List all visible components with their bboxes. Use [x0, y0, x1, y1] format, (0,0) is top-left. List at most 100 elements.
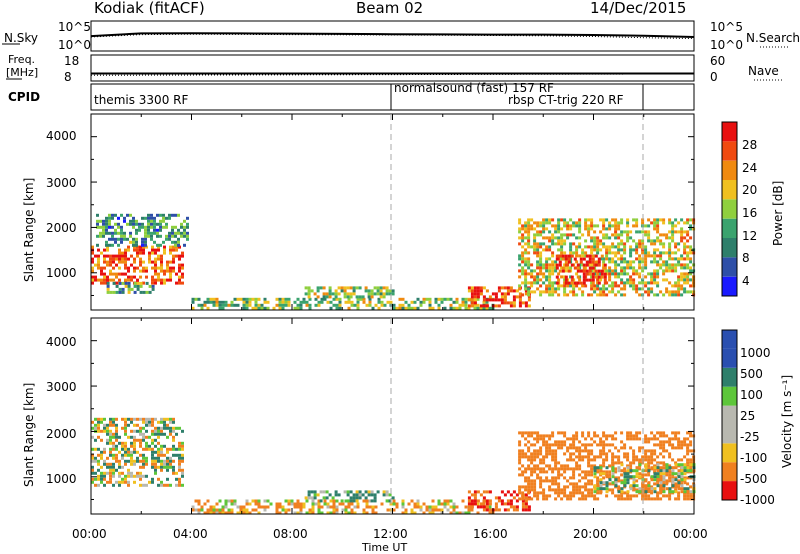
heatmap-cell [542, 236, 546, 240]
heatmap-cell [662, 434, 666, 438]
heatmap-cell [572, 482, 576, 486]
heatmap-cell [527, 497, 531, 501]
heatmap-cell [151, 453, 154, 457]
vel-ytick-2000: 2000 [46, 427, 77, 441]
heatmap-cell [542, 272, 546, 276]
heatmap-cell [455, 511, 459, 515]
heatmap-cell [662, 446, 666, 450]
heatmap-cell [578, 467, 582, 471]
heatmap-cell [554, 266, 558, 270]
heatmap-cell [665, 266, 669, 270]
heatmap-cell [230, 303, 234, 307]
colorbar-swatch [722, 199, 737, 219]
heatmap-cell [147, 228, 150, 232]
heatmap-cell [557, 242, 561, 246]
heatmap-cell [509, 505, 513, 509]
heatmap-cell [275, 505, 279, 509]
heatmap-cell [135, 228, 138, 232]
heatmap-cell [560, 440, 564, 444]
heatmap-cell [590, 221, 594, 225]
heatmap-cell [206, 511, 210, 515]
heatmap-cell [680, 254, 684, 258]
heatmap-cell [100, 456, 103, 460]
heatmap-cell [605, 490, 609, 494]
heatmap-cell [641, 494, 645, 498]
heatmap-cell [677, 275, 681, 279]
heatmap-cell [266, 300, 270, 304]
heatmap-cell [521, 485, 525, 489]
heatmap-cell [251, 499, 255, 503]
heatmap-cell [632, 458, 636, 462]
heatmap-cell [629, 494, 633, 498]
heatmap-cell [163, 483, 166, 487]
heatmap-cell [575, 251, 579, 255]
heatmap-cell [596, 284, 600, 288]
heatmap-cell [605, 245, 609, 249]
heatmap-cell [539, 224, 543, 228]
heatmap-cell [575, 260, 579, 264]
heatmap-cell [548, 263, 552, 267]
heatmap-cell [100, 477, 103, 481]
heatmap-cell [172, 429, 175, 433]
heatmap-cell [194, 508, 198, 512]
heatmap-cell [578, 464, 582, 468]
heatmap-cell [579, 281, 583, 285]
heatmap-cell [174, 231, 177, 235]
heatmap-cell [133, 474, 136, 478]
heatmap-cell [680, 463, 684, 467]
heatmap-cell [650, 278, 654, 282]
heatmap-cell [551, 455, 555, 459]
heatmap-cell [115, 257, 118, 261]
heatmap-cell [530, 218, 534, 222]
heatmap-cell [109, 462, 112, 466]
heatmap-cell [132, 243, 135, 247]
heatmap-cell [322, 286, 326, 290]
heatmap-cell [632, 269, 636, 273]
heatmap-cell [662, 461, 666, 465]
heatmap-cell [242, 300, 246, 304]
heatmap-cell [132, 219, 135, 223]
heatmap-cell [374, 505, 378, 509]
heatmap-cell [118, 465, 121, 469]
heatmap-cell [112, 468, 115, 472]
heatmap-cell [584, 251, 588, 255]
colorbar-swatch [722, 160, 737, 180]
heatmap-cell [401, 499, 405, 503]
heatmap-cell [141, 225, 144, 229]
heatmap-cell [620, 230, 624, 234]
heatmap-cell [563, 293, 567, 297]
heatmap-cell [103, 483, 106, 487]
heatmap-cell [674, 245, 678, 249]
heatmap-cell [248, 502, 252, 506]
heatmap-cell [617, 469, 621, 473]
heatmap-cell [320, 300, 324, 304]
heatmap-cell [521, 254, 525, 258]
heatmap-cell [156, 222, 159, 226]
heatmap-cell [527, 446, 531, 450]
heatmap-cell [197, 499, 201, 503]
heatmap-cell [539, 449, 543, 453]
heatmap-cell [570, 275, 574, 279]
heatmap-cell [542, 467, 546, 471]
heatmap-cell [344, 300, 348, 304]
heatmap-cell [617, 233, 621, 237]
heatmap-cell [325, 292, 329, 296]
heatmap-cell [518, 287, 522, 291]
heatmap-cell [317, 505, 321, 509]
heatmap-cell [665, 469, 669, 473]
heatmap-cell [564, 281, 568, 285]
heatmap-cell [94, 477, 97, 481]
heatmap-cell [334, 289, 338, 293]
heatmap-cell [665, 449, 669, 453]
heatmap-cell [251, 297, 255, 301]
heatmap-cell [587, 449, 591, 453]
heatmap-cell [521, 251, 525, 255]
heatmap-cell [569, 233, 573, 237]
heatmap-cell [163, 281, 166, 285]
heatmap-cell [530, 479, 534, 483]
heatmap-cell [132, 216, 135, 220]
heatmap-cell [566, 437, 570, 441]
heatmap-cell [539, 233, 543, 237]
heatmap-cell [665, 481, 669, 485]
heatmap-cell [494, 292, 498, 296]
